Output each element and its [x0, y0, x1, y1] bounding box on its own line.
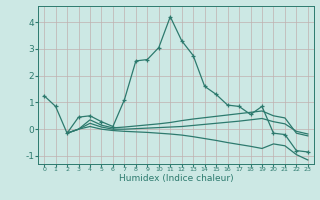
X-axis label: Humidex (Indice chaleur): Humidex (Indice chaleur) — [119, 174, 233, 183]
